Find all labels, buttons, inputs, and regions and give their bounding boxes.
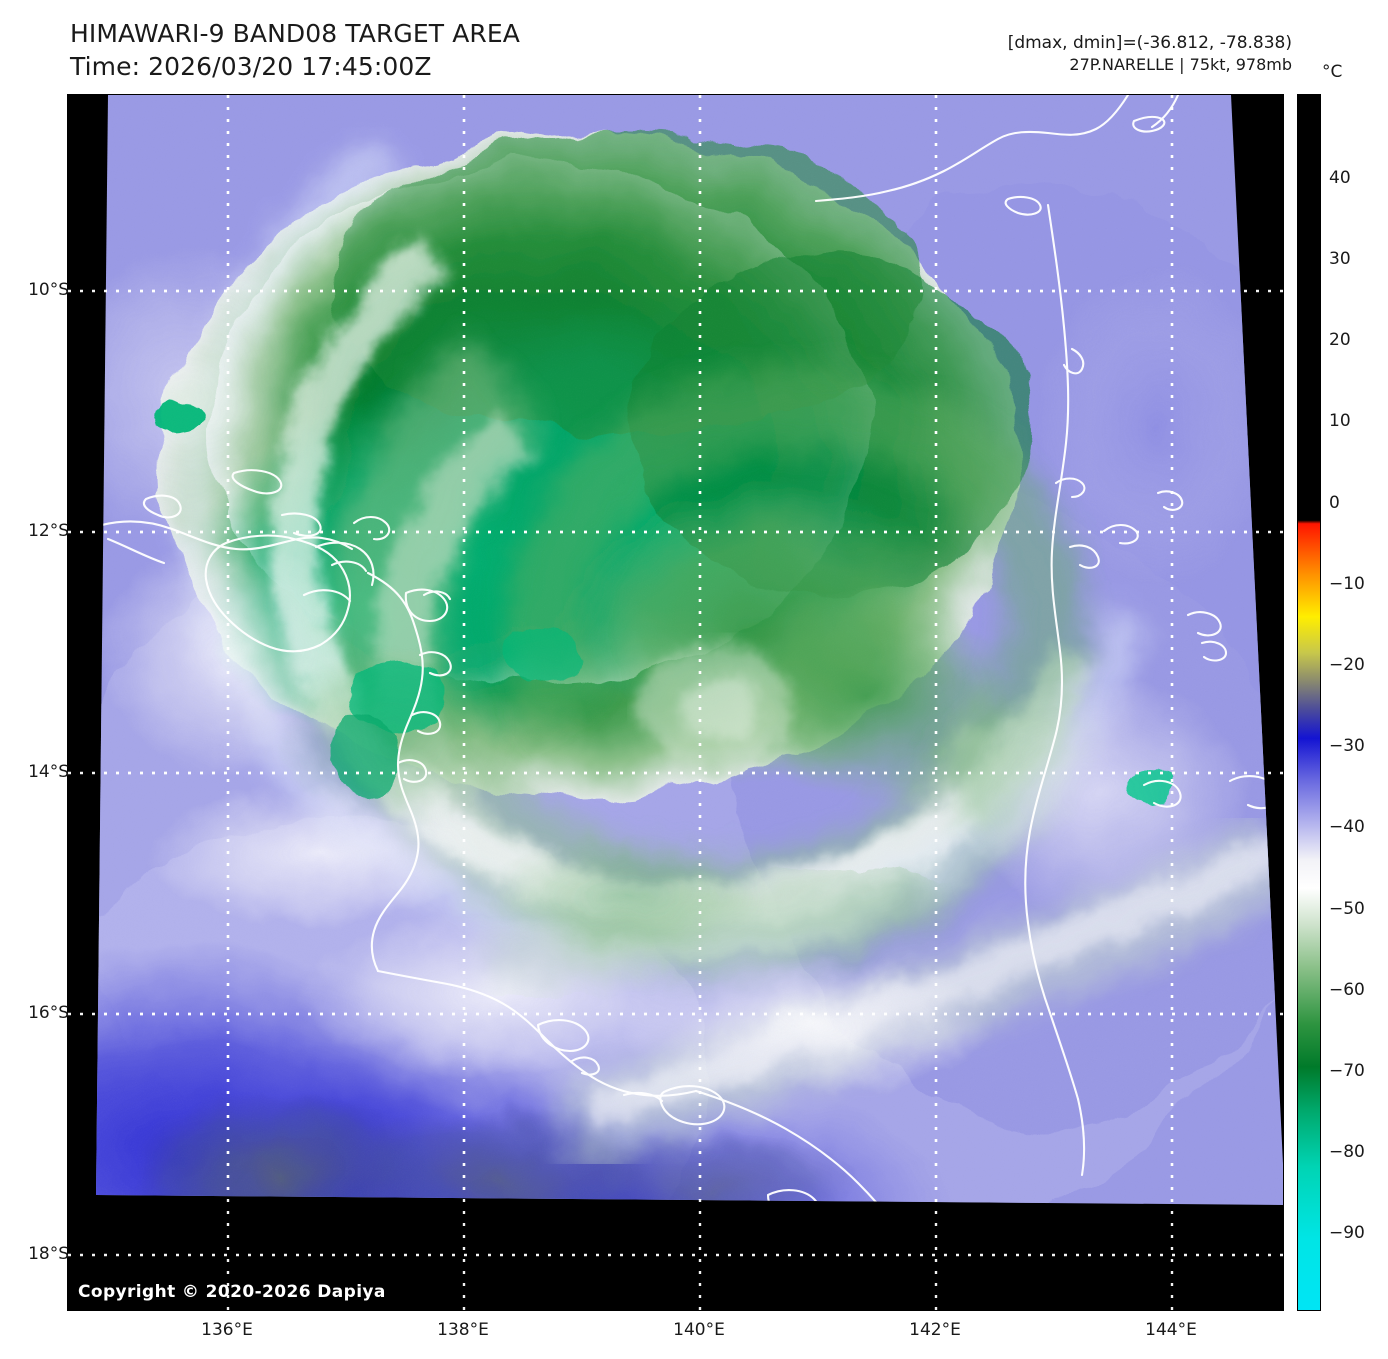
y-tick-label: 10°S: [28, 280, 69, 300]
satellite-imagery: [68, 95, 1283, 1310]
x-tick-label: 140°E: [673, 1320, 725, 1340]
y-tick-label: 18°S: [28, 1244, 69, 1264]
colorbar-tick-label: −80: [1329, 1142, 1365, 1162]
satellite-plot-area: Copyright © 2020-2026 Dapiya: [67, 94, 1284, 1311]
temperature-colorbar: [1297, 94, 1321, 1311]
y-tick-label: 16°S: [28, 1003, 69, 1023]
storm-info-label: 27P.NARELLE | 75kt, 978mb: [1069, 55, 1292, 75]
coastline-overlay: [100, 95, 1283, 1205]
colorbar-tick-label: −90: [1329, 1223, 1365, 1243]
colorbar-tick-label: −40: [1329, 817, 1365, 837]
y-tick-label: 14°S: [28, 762, 69, 782]
x-tick-label: 142°E: [909, 1320, 961, 1340]
x-tick-label: 138°E: [437, 1320, 489, 1340]
x-tick-label: 144°E: [1145, 1320, 1197, 1340]
x-tick-label: 136°E: [201, 1320, 253, 1340]
colorbar-unit-label: °C: [1322, 62, 1343, 82]
colorbar-tick-label: 20: [1329, 330, 1351, 350]
colorbar-tick-label: 40: [1329, 168, 1351, 188]
colorbar-tick-label: 0: [1329, 493, 1340, 513]
observation-time: Time: 2026/03/20 17:45:00Z: [70, 51, 432, 81]
colorbar-gradient: [1298, 95, 1320, 1310]
colorbar-tick-label: 30: [1329, 249, 1351, 269]
colorbar-tick-label: −50: [1329, 899, 1365, 919]
metadata-block: [dmax, dmin]=(-36.812, -78.838) 27P.NARE…: [1008, 32, 1292, 76]
y-tick-label: 12°S: [28, 521, 69, 541]
product-title: HIMAWARI-9 BAND08 TARGET AREA: [70, 19, 520, 48]
colorbar-tick-label: −10: [1329, 574, 1365, 594]
colorbar-tick-label: −30: [1329, 736, 1365, 756]
data-range-label: [dmax, dmin]=(-36.812, -78.838): [1007, 33, 1292, 53]
page-title: HIMAWARI-9 BAND08 TARGET AREA Time: 2026…: [70, 18, 520, 83]
colorbar-tick-label: 10: [1329, 411, 1351, 431]
colorbar-tick-label: −60: [1329, 980, 1365, 1000]
colorbar-tick-label: −20: [1329, 655, 1365, 675]
colorbar-tick-label: −70: [1329, 1061, 1365, 1081]
copyright-label: Copyright © 2020-2026 Dapiya: [78, 1282, 386, 1302]
